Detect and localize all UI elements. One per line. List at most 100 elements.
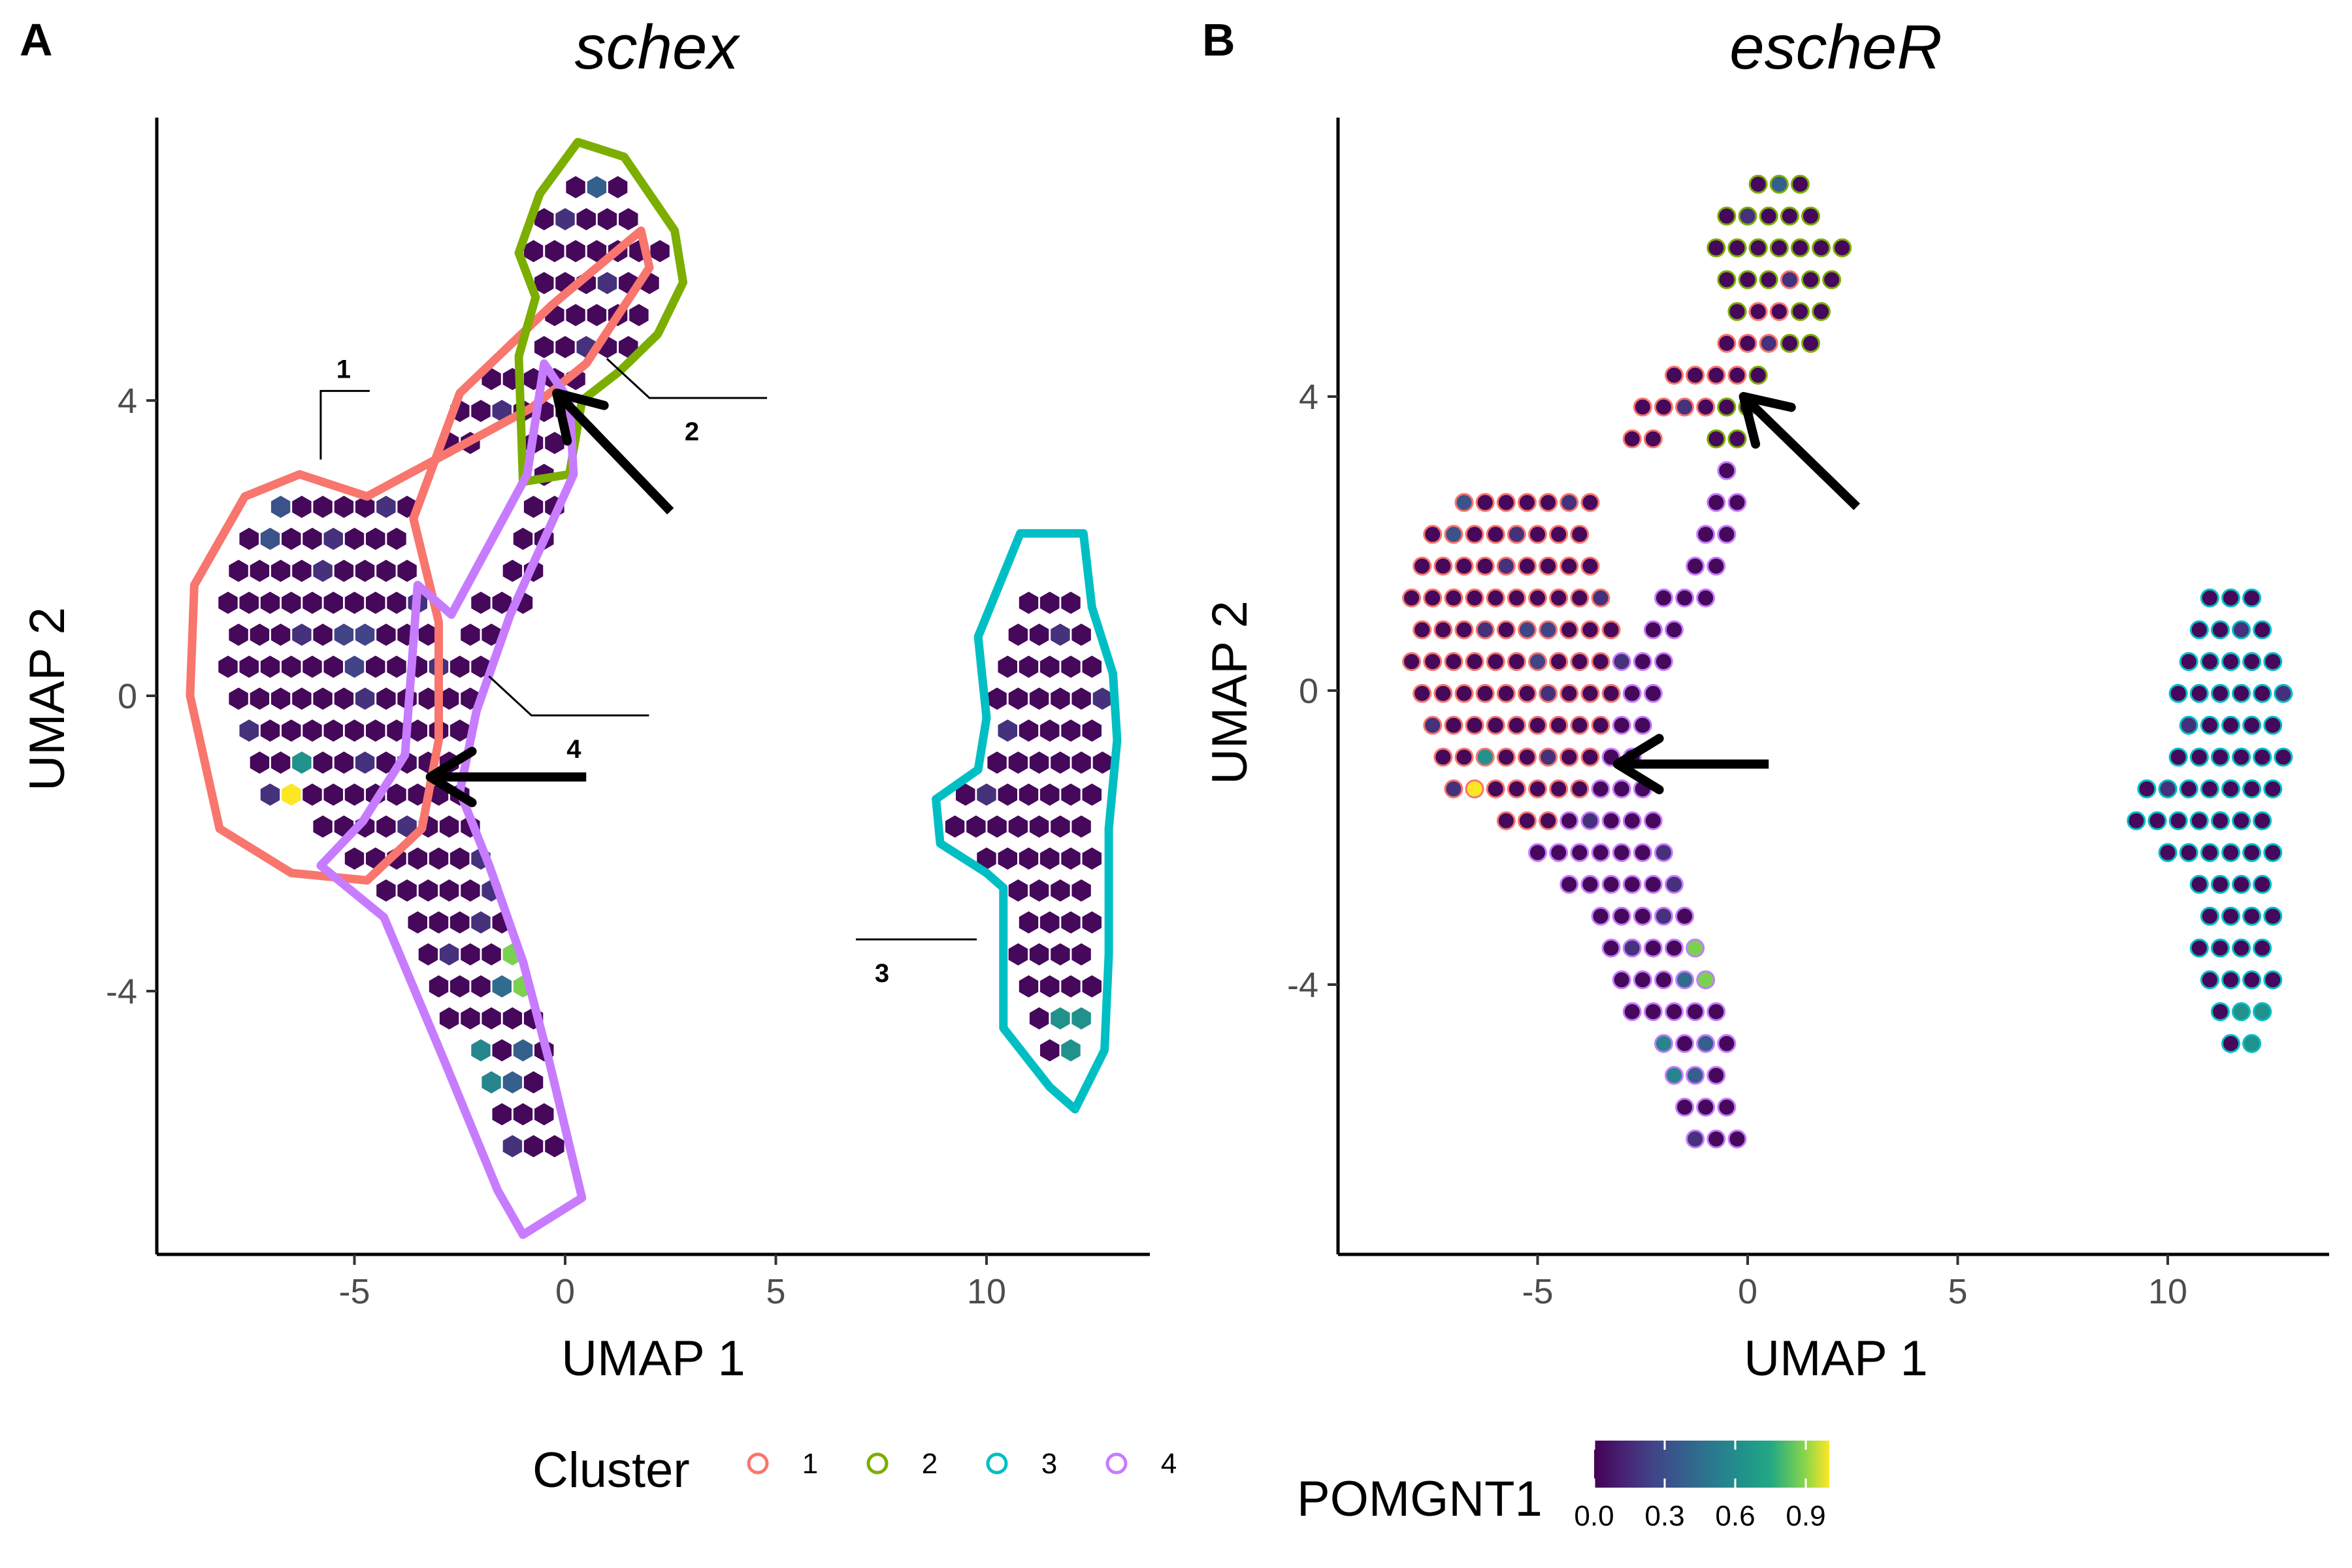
hex-bin bbox=[450, 847, 470, 870]
hex-bin bbox=[270, 751, 291, 774]
cell-point bbox=[2137, 779, 2157, 799]
hex-bin bbox=[1082, 655, 1102, 678]
cell-point bbox=[1654, 588, 1673, 608]
cell-point bbox=[1675, 906, 1695, 926]
cell-point bbox=[2189, 683, 2209, 703]
hex-bin bbox=[313, 815, 333, 838]
hex-bin bbox=[450, 911, 470, 934]
hex-bin bbox=[250, 559, 270, 582]
hex-bin bbox=[987, 815, 1007, 838]
cell-point bbox=[2179, 652, 2198, 672]
hex-bin bbox=[1008, 815, 1028, 838]
cell-point bbox=[1423, 652, 1443, 672]
hex-bin bbox=[513, 1103, 533, 1126]
cell-point bbox=[1413, 620, 1432, 640]
cell-point bbox=[1570, 779, 1590, 799]
hex-bin bbox=[1040, 783, 1060, 806]
cell-point bbox=[1612, 906, 1631, 926]
cell-point bbox=[1517, 747, 1537, 767]
hex-bin bbox=[1019, 911, 1039, 934]
cell-point bbox=[1507, 525, 1526, 544]
hex-bin bbox=[1082, 783, 1102, 806]
hex-bin bbox=[998, 655, 1017, 678]
cell-point bbox=[2242, 588, 2262, 608]
cell-point bbox=[1601, 620, 1621, 640]
cell-point bbox=[2263, 970, 2283, 990]
cluster-legend-key-1 bbox=[747, 1452, 769, 1475]
hex-bin bbox=[334, 623, 354, 646]
hex-bin bbox=[482, 1071, 501, 1094]
hex-bin bbox=[239, 527, 259, 550]
cell-point bbox=[2158, 779, 2178, 799]
panel-a-letter: A bbox=[20, 14, 53, 65]
hex-bin bbox=[1051, 943, 1070, 966]
cell-point bbox=[1686, 557, 1705, 576]
cell-point bbox=[1496, 811, 1516, 830]
x-tick-label: 10 bbox=[967, 1272, 1006, 1311]
cell-point bbox=[2232, 683, 2251, 703]
cell-point bbox=[1707, 1066, 1726, 1085]
hex-bin bbox=[502, 1071, 523, 1094]
hex-bin bbox=[229, 623, 248, 646]
hex-bin bbox=[323, 783, 343, 806]
hex-bin bbox=[502, 1007, 523, 1030]
cell-point bbox=[1643, 683, 1663, 703]
cell-point bbox=[1601, 875, 1621, 894]
cell-point bbox=[2253, 811, 2272, 830]
cluster-legend-title: Cluster bbox=[532, 1443, 690, 1498]
hex-bin bbox=[270, 623, 291, 646]
cell-point bbox=[1560, 683, 1579, 703]
cell-point bbox=[1717, 206, 1737, 226]
cell-point bbox=[1444, 715, 1463, 735]
cell-point bbox=[1780, 206, 1799, 226]
hex-bin bbox=[408, 847, 427, 870]
cell-point bbox=[1643, 875, 1663, 894]
hex-bin bbox=[1071, 943, 1091, 966]
cell-point bbox=[2210, 1002, 2230, 1022]
hex-bin bbox=[418, 879, 438, 902]
cell-point bbox=[2263, 715, 2283, 735]
cell-point bbox=[1433, 620, 1453, 640]
cell-point bbox=[1643, 429, 1663, 449]
hex-bin bbox=[387, 591, 406, 614]
hex-bin bbox=[1051, 815, 1070, 838]
cell-point bbox=[2189, 811, 2209, 830]
cell-point bbox=[1580, 747, 1600, 767]
hex-bin bbox=[376, 815, 396, 838]
cell-point bbox=[1612, 970, 1631, 990]
cluster-4-outline bbox=[316, 359, 587, 1239]
cell-point bbox=[1570, 588, 1590, 608]
hex-bin bbox=[482, 623, 501, 646]
annotation-arrow-head bbox=[1739, 392, 1796, 449]
cell-point bbox=[1686, 1129, 1705, 1149]
cell-point bbox=[1580, 875, 1600, 894]
cluster-callout-label: 1 bbox=[336, 355, 351, 384]
cluster-callout-line bbox=[488, 675, 649, 717]
hex-bin bbox=[1029, 879, 1049, 902]
cell-point bbox=[1664, 1066, 1684, 1085]
cell-point bbox=[1717, 525, 1737, 544]
cell-point bbox=[1643, 811, 1663, 830]
cell-point bbox=[2168, 811, 2188, 830]
hex-bin bbox=[998, 847, 1017, 870]
hex-bin bbox=[439, 687, 459, 710]
hex-bin bbox=[587, 176, 607, 199]
hex-bin bbox=[1019, 719, 1039, 742]
annotation-arrow-shaft bbox=[1740, 393, 1861, 510]
hex-bin bbox=[450, 719, 470, 742]
cell-point bbox=[2232, 875, 2251, 894]
cell-point bbox=[1643, 620, 1663, 640]
panel-b-x-axis-title: UMAP 1 bbox=[1744, 1331, 1928, 1386]
cell-point bbox=[1822, 270, 1842, 289]
cell-point bbox=[1622, 683, 1642, 703]
cell-point bbox=[1738, 206, 1757, 226]
colorbar-tick-label: 0.3 bbox=[1644, 1500, 1684, 1532]
cell-point bbox=[1402, 588, 1422, 608]
hex-bin bbox=[282, 527, 301, 550]
hex-bin bbox=[1071, 623, 1091, 646]
cell-point bbox=[1833, 238, 1852, 257]
hex-bin bbox=[397, 815, 417, 838]
cell-point bbox=[1444, 588, 1463, 608]
cell-point bbox=[2242, 652, 2262, 672]
hex-bin bbox=[397, 559, 417, 582]
